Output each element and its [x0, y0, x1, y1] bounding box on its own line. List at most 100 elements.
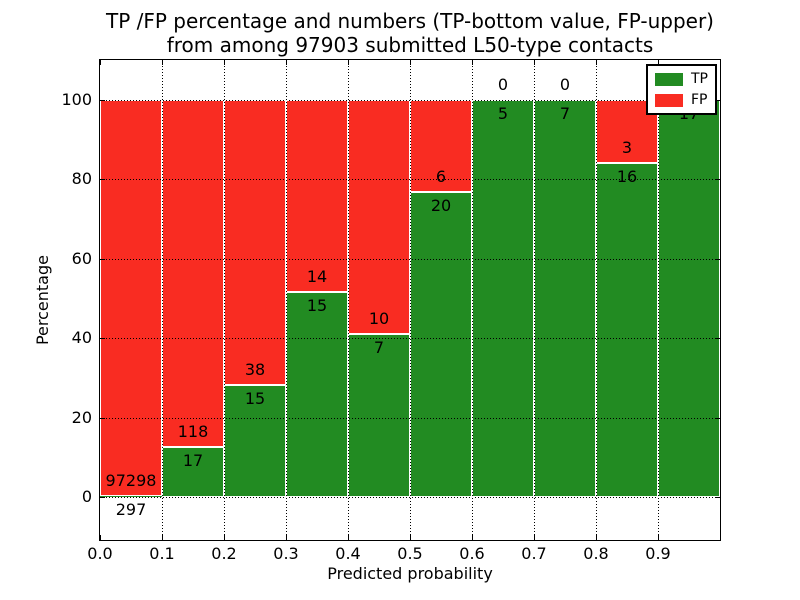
tp-legend-label: TP	[691, 71, 708, 87]
x-tick-mark	[286, 535, 287, 540]
x-tick-mark	[410, 535, 411, 540]
x-tick-label: 0.1	[149, 544, 175, 563]
v-gridline	[534, 60, 535, 540]
legend-item-fp: FP	[655, 93, 708, 107]
v-gridline	[286, 60, 287, 540]
x-tick-mark	[410, 60, 411, 65]
y-tick-mark	[715, 258, 720, 260]
fp-count-label: 10	[368, 308, 390, 328]
x-axis-label: Predicted probability	[327, 564, 493, 583]
y-tick-mark	[100, 338, 105, 340]
x-tick-mark	[472, 535, 473, 540]
x-tick-mark	[534, 60, 535, 65]
y-tick-mark	[100, 258, 105, 260]
legend: TP FP	[646, 64, 717, 115]
y-tick-mark	[715, 179, 720, 181]
tp-count-label: 20	[430, 195, 452, 215]
fp-legend-swatch	[655, 93, 683, 107]
x-tick-mark	[224, 535, 225, 540]
y-axis-label: Percentage	[33, 255, 52, 346]
tp-bar-segment	[286, 291, 348, 497]
y-tick-label: 40	[71, 328, 92, 348]
fp-count-label: 14	[306, 266, 328, 286]
tp-count-label: 7	[373, 337, 385, 357]
y-tick-mark	[100, 179, 105, 181]
fp-bar-segment	[100, 100, 162, 496]
x-tick-mark	[596, 60, 597, 65]
tp-count-label: 17	[182, 451, 204, 470]
x-tick-mark	[162, 535, 163, 540]
tp-count-label: 16	[616, 166, 638, 186]
plot-area: 2979729817118153815147102065070163170 TP…	[99, 59, 721, 541]
tp-count-label: 15	[244, 388, 266, 408]
x-tick-mark	[100, 535, 101, 540]
y-tick-label: 60	[71, 248, 92, 268]
y-tick-label: 20	[71, 407, 92, 427]
x-tick-mark	[286, 60, 287, 65]
x-tick-mark	[162, 60, 163, 65]
tp-count-label: 5	[497, 104, 509, 123]
y-tick-label: 80	[71, 169, 92, 189]
v-gridline	[472, 60, 473, 540]
fp-bar-segment	[348, 100, 410, 334]
y-tick-label: 0	[81, 487, 92, 506]
tp-bar-segment	[410, 191, 472, 497]
chart-title-line2: from among 97903 submitted L50-type cont…	[166, 33, 654, 57]
y-tick-mark	[715, 100, 720, 101]
x-tick-mark	[596, 535, 597, 540]
fp-bar-segment	[162, 100, 224, 447]
x-tick-label: 0.9	[645, 544, 671, 563]
x-tick-mark	[534, 535, 535, 540]
fp-count-label: 97298	[105, 470, 157, 490]
x-tick-mark	[658, 535, 659, 540]
fp-count-label: 0	[497, 75, 509, 94]
fp-count-label: 3	[621, 137, 633, 157]
tp-bar-segment	[534, 100, 596, 497]
fp-count-label: 0	[559, 75, 571, 94]
y-tick-label: 100	[61, 90, 92, 109]
tp-count-label: 297	[115, 499, 147, 519]
fp-bar-segment	[410, 100, 472, 192]
v-gridline	[596, 60, 597, 540]
fp-count-label: 6	[435, 166, 447, 186]
x-tick-label: 0.3	[273, 544, 299, 563]
v-gridline	[410, 60, 411, 540]
x-tick-mark	[472, 60, 473, 65]
v-gridline	[658, 60, 659, 540]
tp-count-label: 15	[306, 295, 328, 315]
x-tick-mark	[658, 60, 659, 65]
tp-legend-swatch	[655, 72, 683, 86]
y-tick-mark	[715, 417, 720, 419]
tp-bar-segment	[224, 384, 286, 497]
v-gridline	[348, 60, 349, 540]
chart-title-line1: TP /FP percentage and numbers (TP-bottom…	[106, 9, 714, 33]
tp-count-label: 7	[559, 104, 571, 123]
chart-title: TP /FP percentage and numbers (TP-bottom…	[100, 9, 720, 57]
fp-count-label: 38	[244, 359, 266, 379]
tp-bar-segment	[658, 100, 720, 497]
tp-bar-segment	[100, 495, 162, 497]
v-gridline	[162, 60, 163, 540]
y-tick-mark	[715, 338, 720, 340]
x-tick-label: 0.5	[397, 544, 423, 563]
y-tick-mark	[100, 417, 105, 419]
x-tick-label: 0.8	[583, 544, 609, 563]
x-tick-label: 0.7	[521, 544, 547, 563]
x-tick-label: 0.4	[335, 544, 361, 563]
fp-bar-segment	[224, 100, 286, 385]
fp-legend-label: FP	[691, 92, 708, 108]
x-tick-mark	[348, 60, 349, 65]
y-tick-mark	[100, 497, 105, 498]
v-gridline	[224, 60, 225, 540]
tp-bar-segment	[596, 162, 658, 497]
x-tick-mark	[100, 60, 101, 65]
x-tick-mark	[348, 535, 349, 540]
y-tick-mark	[100, 100, 105, 101]
y-tick-mark	[715, 497, 720, 498]
legend-item-tp: TP	[655, 72, 708, 86]
fp-bar-segment	[286, 100, 348, 292]
x-tick-label: 0.6	[459, 544, 485, 563]
x-tick-label: 0.2	[211, 544, 237, 563]
x-tick-label: 0.0	[87, 544, 113, 563]
